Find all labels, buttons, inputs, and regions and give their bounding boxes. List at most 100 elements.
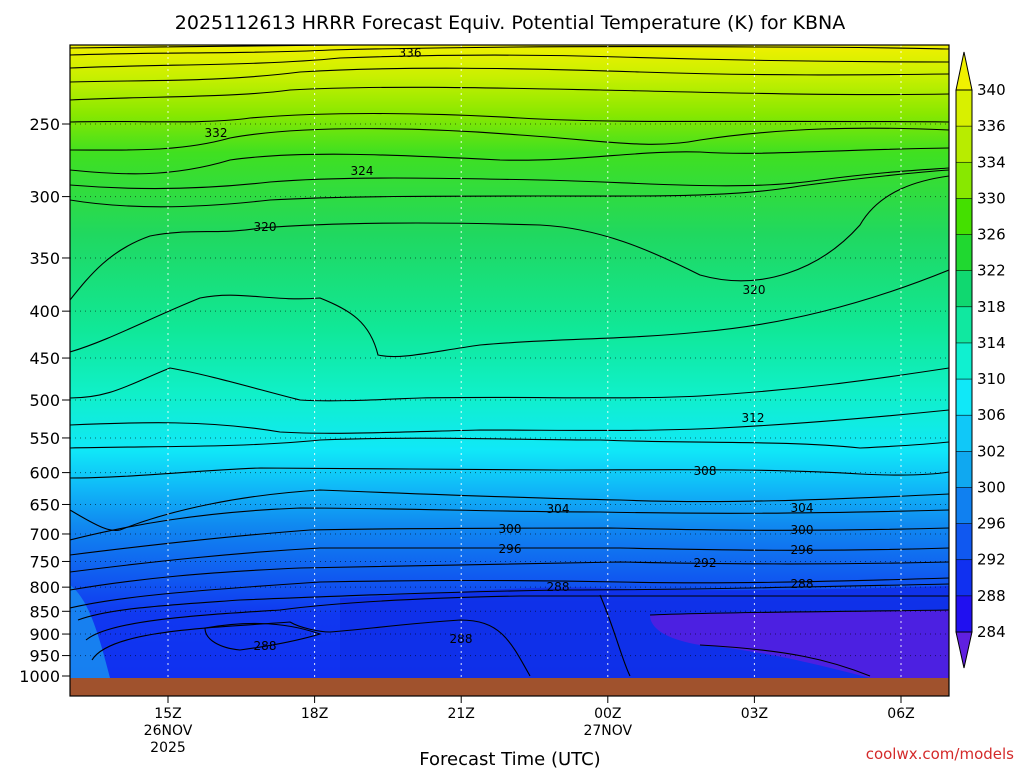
colorbar-band [956, 90, 972, 127]
x-tick-label: 15Z [154, 706, 181, 722]
low-level-cold-core [650, 610, 949, 678]
contour-line [70, 467, 949, 479]
contour-line [70, 269, 949, 358]
y-tick-label: 550 [29, 429, 60, 448]
colorbar-band [956, 234, 972, 271]
contour-line [70, 45, 360, 49]
contour-line [204, 622, 322, 651]
contour-line [70, 86, 949, 101]
contour-line [70, 175, 949, 301]
chart-title: 2025112613 HRRR Forecast Equiv. Potentia… [175, 12, 845, 34]
colorbar-band [956, 595, 972, 632]
contour-line [70, 507, 949, 541]
contour-label: 300 [791, 523, 814, 537]
colorbar-tick-label: 336 [977, 117, 1006, 135]
contour-line [91, 619, 531, 677]
colorbar-band [956, 487, 972, 524]
y-tick-label: 950 [29, 647, 60, 666]
x-tick-label: 2025 [150, 740, 186, 756]
x-tick-label: 06Z [887, 706, 914, 722]
contour-line [699, 644, 871, 677]
colorbar-band [956, 559, 972, 596]
contour-label: 288 [254, 639, 277, 653]
x-tick-label: 21Z [447, 706, 474, 722]
y-tick-label: 900 [29, 625, 60, 644]
contour-label: 336 [399, 46, 422, 60]
y-tick-label: 600 [29, 464, 60, 483]
colorbar-tick-label: 300 [977, 478, 1006, 496]
contour-label: 308 [694, 464, 717, 478]
contour-line [70, 167, 949, 189]
contour-label: 296 [499, 542, 522, 556]
contour-line [70, 437, 949, 449]
contour-line [70, 489, 949, 532]
y-tick-label: 750 [29, 552, 60, 571]
contour-line [70, 54, 949, 69]
x-tick-label: 03Z [741, 706, 768, 722]
contour-line [70, 561, 949, 591]
contour-label: 288 [791, 577, 814, 591]
contour-line [70, 367, 949, 402]
x-tick-label: 26NOV [144, 723, 193, 739]
colorbar-band [956, 306, 972, 343]
contour-label: 324 [351, 164, 374, 178]
contour-line [70, 577, 949, 609]
contour-line [70, 527, 949, 556]
colorbar-band [956, 451, 972, 488]
x-tick-label: 27NOV [583, 723, 632, 739]
colorbar-tick-label: 296 [977, 515, 1006, 533]
y-tick-label: 1000 [19, 667, 60, 686]
contour-label: 332 [205, 126, 228, 140]
contour-label: 304 [547, 502, 570, 516]
y-tick-label: 500 [29, 391, 60, 410]
plot-area: 336 332 324 320 320 312 308 304 304 300 300 296 296 2… [70, 45, 949, 678]
y-axis-ticks: 250 300 350 400 450 500 550 600 650 700 750 800 850 9… [19, 115, 70, 686]
colorbar-tick-label: 306 [977, 406, 1006, 424]
y-tick-label: 700 [29, 525, 60, 544]
colorbar-band [956, 415, 972, 452]
colorbar-band [956, 162, 972, 199]
contour-line [70, 127, 949, 151]
contour-line [599, 594, 631, 677]
colorbar-tick-label: 310 [977, 370, 1006, 388]
x-tick-label: 00Z [594, 706, 621, 722]
colorbar: 340 336 334 330 326 322 318 314 310 306 302 300 296 2… [955, 51, 1006, 669]
plot-frame [69, 44, 950, 697]
y-tick-label: 450 [29, 349, 60, 368]
y-tick-label: 800 [29, 578, 60, 597]
contour-line [649, 609, 949, 616]
contour-label: 296 [791, 543, 814, 557]
contour-line [70, 147, 949, 175]
ground-strip [70, 678, 949, 696]
contour-label: 304 [791, 501, 814, 515]
contour-labels: 336 332 324 320 320 312 308 304 304 300 300 296 296 2… [205, 46, 814, 653]
x-tick-label: 18Z [301, 706, 328, 722]
contour-line [85, 595, 949, 641]
surface-cold-wedge [70, 585, 110, 678]
colorbar-band [956, 342, 972, 380]
contour-label: 320 [743, 283, 766, 297]
colorbar-top-arrow [955, 51, 973, 91]
colorbar-tick-label: 292 [977, 551, 1006, 569]
contour-label: 288 [547, 580, 570, 594]
credit-text: coolwx.com/models [866, 745, 1014, 763]
theta-e-field [70, 45, 949, 678]
y-tick-label: 250 [29, 115, 60, 134]
colorbar-tick-label: 330 [977, 189, 1006, 207]
colorbar-band [956, 270, 972, 307]
y-tick-label: 400 [29, 302, 60, 321]
contour-line [70, 547, 949, 573]
colorbar-tick-label: 288 [977, 587, 1006, 605]
contour-line [70, 409, 949, 434]
x-axis-label: Forecast Time (UTC) [419, 749, 600, 768]
contour-label: 300 [499, 522, 522, 536]
colorbar-tick-label: 284 [977, 623, 1006, 641]
contour-line [70, 112, 949, 123]
colorbar-tick-label: 326 [977, 226, 1006, 244]
contour-label: 312 [742, 411, 765, 425]
contour-line [70, 169, 949, 208]
colorbar-tick-label: 334 [977, 153, 1006, 171]
y-tick-label: 650 [29, 495, 60, 514]
